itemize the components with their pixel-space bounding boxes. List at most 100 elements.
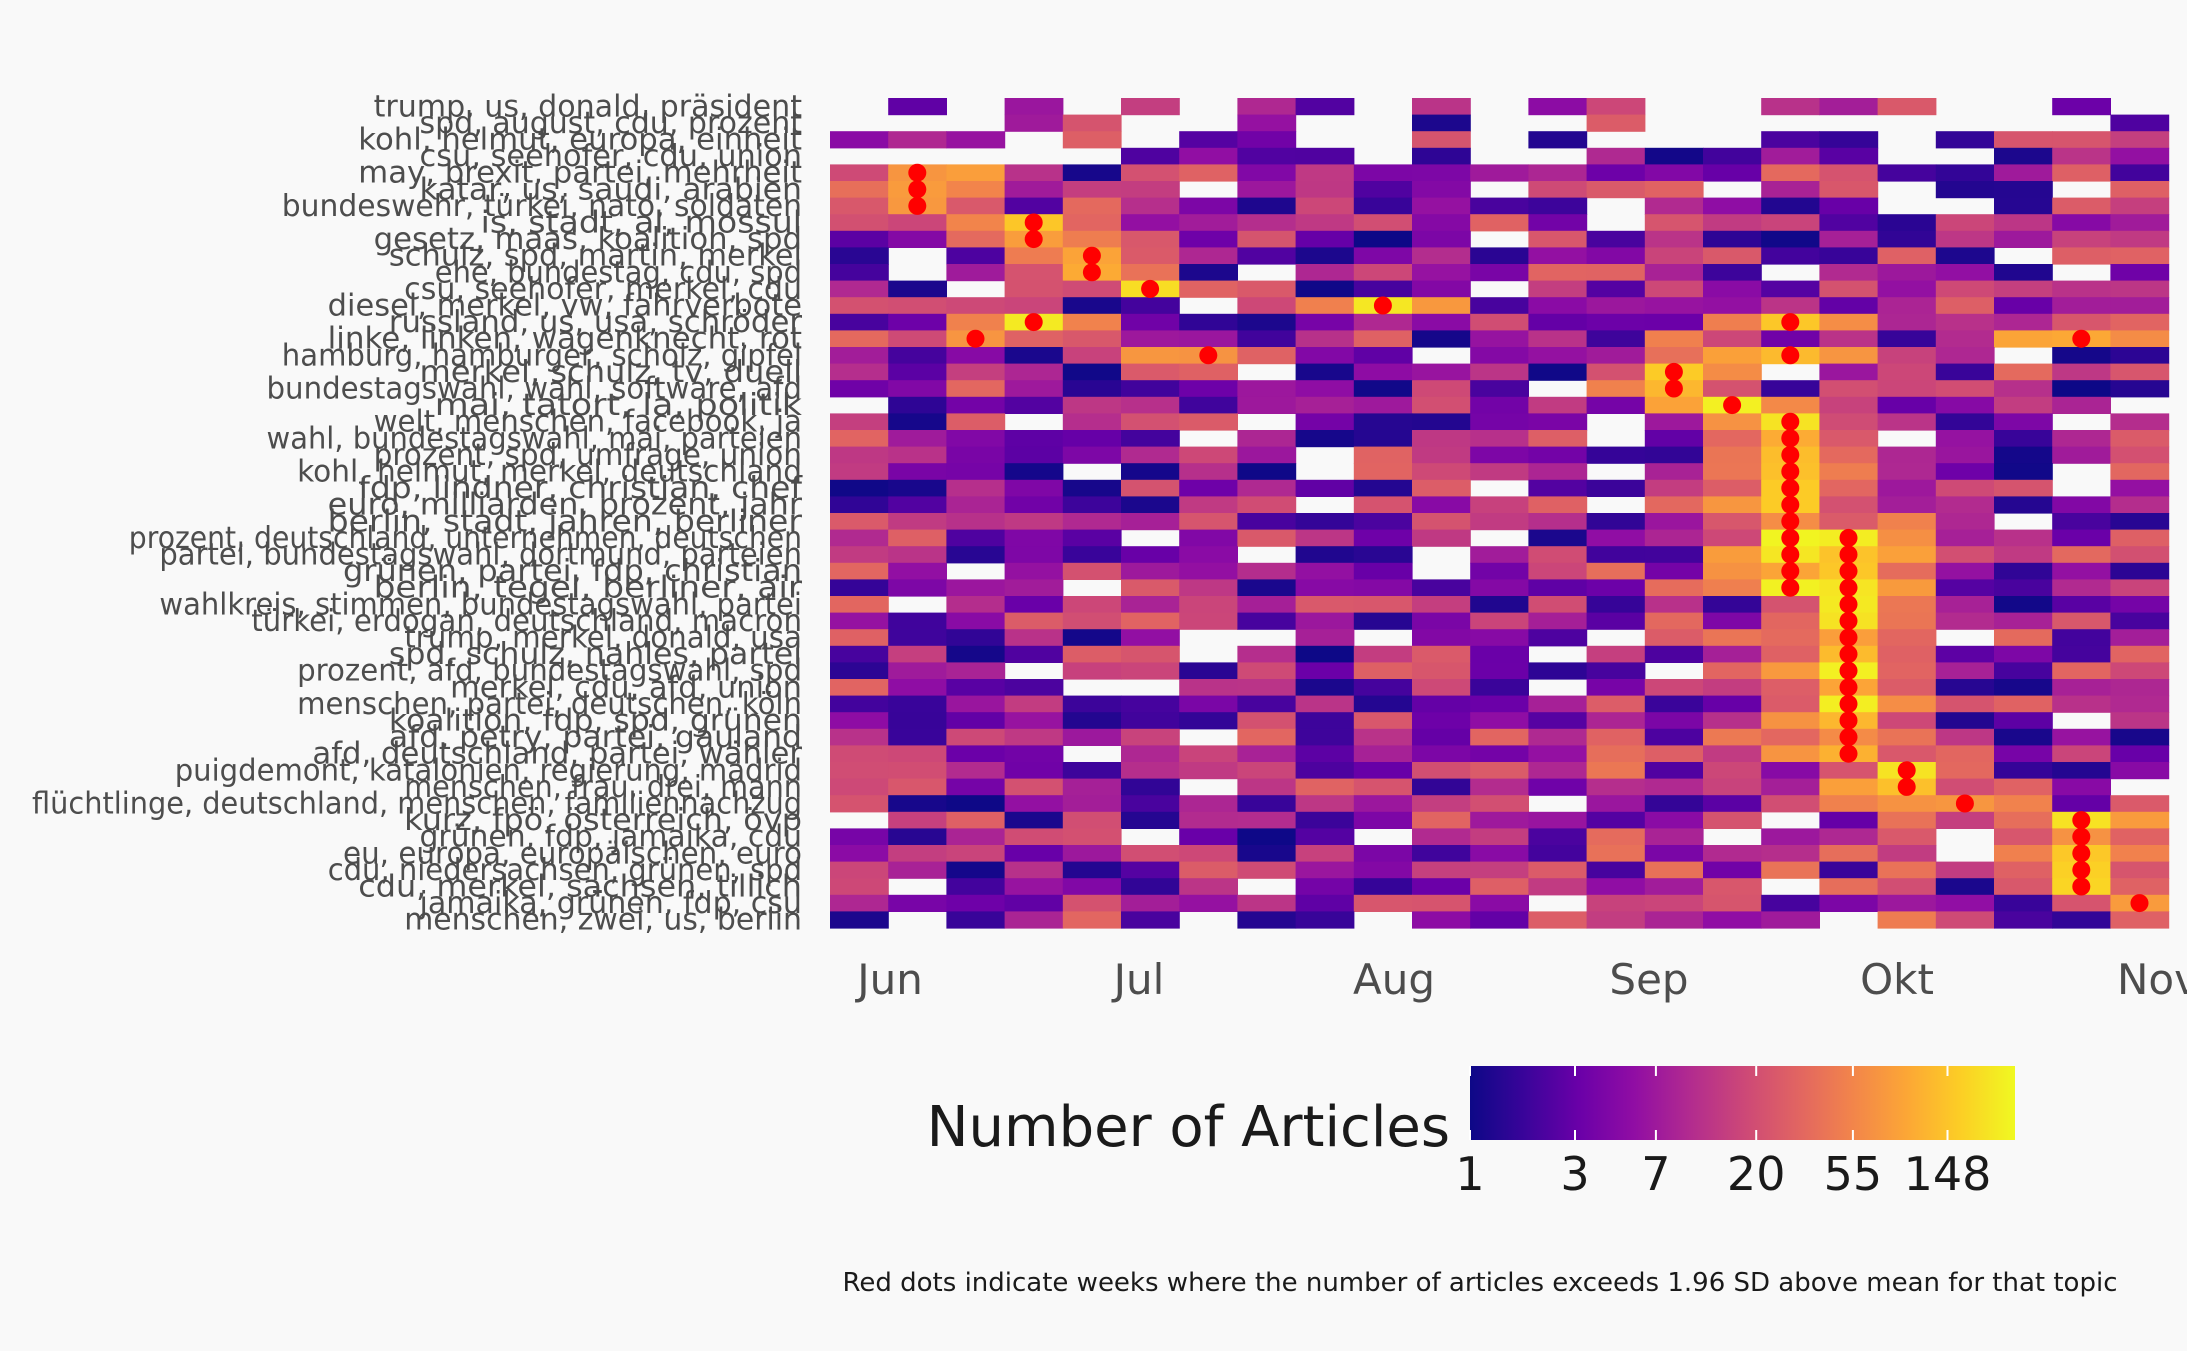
heatmap-cell (1586, 762, 1646, 780)
heatmap-cell (1121, 164, 1180, 182)
heatmap-cell (1877, 861, 1937, 879)
heatmap-cell (946, 778, 1006, 796)
heatmap-cell (1761, 695, 1820, 713)
month-label: Sep (1609, 955, 1688, 1004)
heatmap-cell (1004, 513, 1064, 531)
heatmap-cell (2052, 546, 2111, 564)
heatmap-cell (1703, 795, 1762, 813)
heatmap-cell (1528, 347, 1588, 365)
spike-dot (1664, 362, 1683, 381)
heatmap-cell (1412, 811, 1471, 829)
heatmap-cell (1295, 562, 1355, 580)
heatmap-cell (946, 513, 1006, 531)
heatmap-cell (888, 396, 947, 414)
heatmap-cell (1761, 596, 1820, 614)
heatmap-cell (1994, 413, 2053, 431)
heatmap-cell (1994, 446, 2053, 464)
heatmap-cell (1179, 695, 1238, 713)
topic-label: cdu, merkel, sachsen, tillich (358, 870, 802, 905)
heatmap-cell (1470, 762, 1529, 780)
heatmap-cell (1935, 297, 1995, 315)
heatmap-cell (1353, 247, 1413, 265)
spike-dot (1781, 528, 1800, 547)
heatmap-cell (1179, 479, 1238, 497)
heatmap-cell (2110, 413, 2170, 431)
heatmap-cell (1062, 479, 1122, 497)
heatmap-cell (1935, 496, 1995, 514)
heatmap-cell (888, 712, 947, 730)
heatmap-cell (1994, 479, 2053, 497)
heatmap-cell (1179, 579, 1238, 597)
heatmap-cell (830, 645, 889, 663)
heatmap-cell (2110, 297, 2170, 315)
spike-dot (1781, 313, 1800, 332)
heatmap-cell (1121, 629, 1180, 647)
spike-dot (2072, 329, 2091, 348)
heatmap-cell (1528, 911, 1588, 929)
heatmap-cell (830, 446, 889, 464)
heatmap-cell (888, 762, 947, 780)
heatmap-cell (830, 679, 889, 697)
heatmap-cell (1644, 280, 1704, 298)
heatmap-cell (1703, 297, 1762, 315)
heatmap-cell (888, 579, 947, 597)
heatmap-cell (2110, 347, 2170, 365)
spike-dot (2072, 877, 2091, 896)
heatmap-cell (1412, 845, 1471, 863)
heatmap-cell (1819, 845, 1879, 863)
heatmap-cell (1994, 463, 2053, 481)
heatmap-cell (1528, 579, 1588, 597)
heatmap-cell (1179, 811, 1238, 829)
heatmap-cell (1470, 347, 1529, 365)
heatmap-cell (1586, 230, 1646, 248)
heatmap-cell (1179, 214, 1238, 232)
heatmap-cell (1121, 745, 1180, 763)
heatmap-cell (1994, 313, 2053, 331)
heatmap-cell (1121, 463, 1180, 481)
heatmap-cell (1121, 728, 1180, 746)
heatmap-cell (1528, 479, 1588, 497)
heatmap-cell (1819, 479, 1879, 497)
heatmap-cell (1004, 695, 1064, 713)
heatmap-cell (946, 197, 1006, 215)
heatmap-cell (1353, 446, 1413, 464)
heatmap-cell (1528, 98, 1588, 116)
heatmap-cell (1412, 363, 1471, 381)
heatmap-cell (1353, 214, 1413, 232)
heatmap-cell (1994, 795, 2053, 813)
spike-dot (2072, 860, 2091, 879)
heatmap-cell (1994, 778, 2053, 796)
heatmap-cell (2110, 745, 2170, 763)
spike-dot (1897, 761, 1916, 780)
spike-dot (1781, 512, 1800, 531)
heatmap-cell (1877, 546, 1937, 564)
heatmap-cell (1935, 679, 1995, 697)
heatmap-cell (1528, 164, 1588, 182)
heatmap-cell (1935, 645, 1995, 663)
heatmap-cell (1703, 778, 1762, 796)
topic-label: hamburg, hamburger, scholz, gipfel (282, 338, 802, 373)
heatmap-cell (1295, 679, 1355, 697)
heatmap-cell (1237, 845, 1297, 863)
heatmap-cell (1703, 413, 1762, 431)
heatmap-cell (1994, 828, 2053, 846)
topic-label: csu, seehofer, cdu, union (420, 139, 803, 174)
heatmap-cell (946, 446, 1006, 464)
heatmap-cell (1586, 861, 1646, 879)
heatmap-cell (1528, 280, 1588, 298)
heatmap-cell (1586, 795, 1646, 813)
heatmap-cell (946, 745, 1006, 763)
heatmap-cell (1295, 380, 1355, 398)
topic-label: spd, schulz, nahles, partei (389, 637, 802, 672)
heatmap-cell (2110, 662, 2170, 680)
heatmap-cell (830, 612, 889, 630)
heatmap-cell (946, 629, 1006, 647)
heatmap-cell (1237, 214, 1297, 232)
heatmap-cell (1586, 114, 1646, 132)
heatmap-cell (1353, 463, 1413, 481)
heatmap-cell (1644, 712, 1704, 730)
heatmap-cell (1703, 612, 1762, 630)
heatmap-cell (1819, 347, 1879, 365)
heatmap-cell (1994, 430, 2053, 448)
